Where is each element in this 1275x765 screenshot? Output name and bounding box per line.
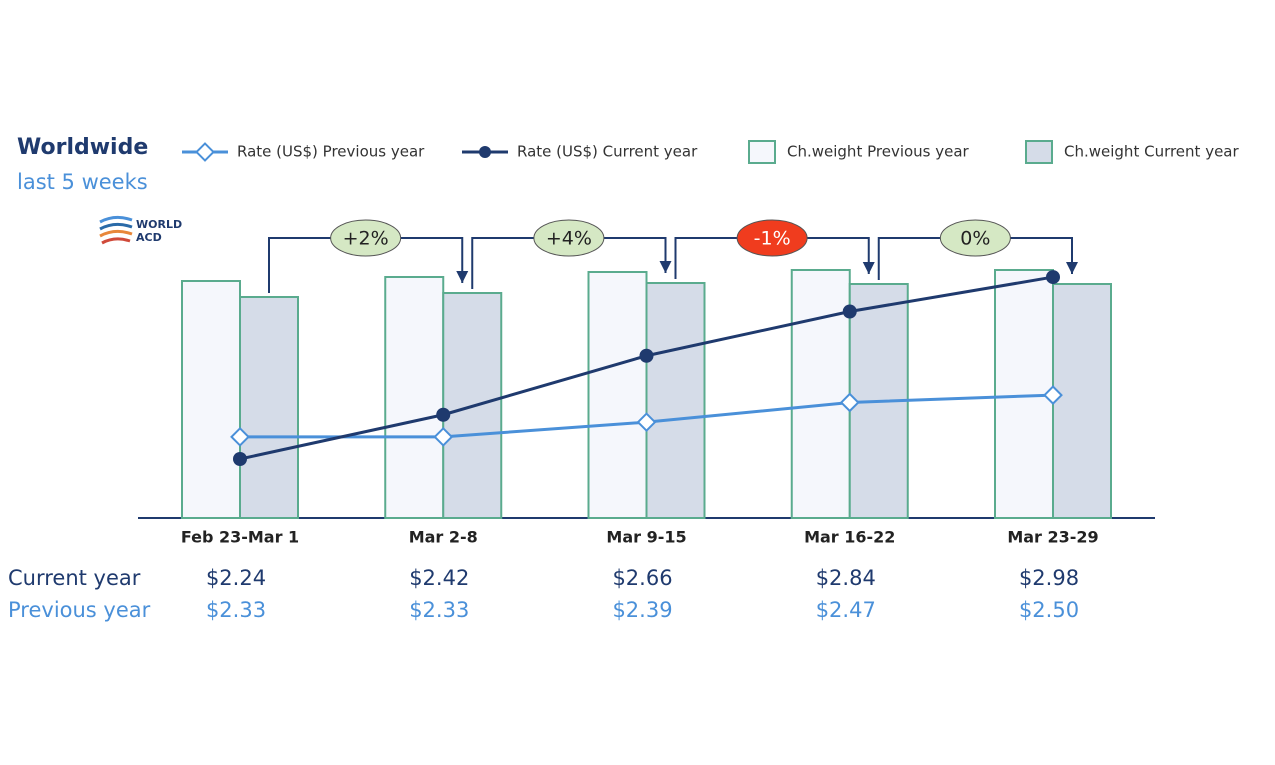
chart-subtitle: last 5 weeks	[17, 170, 148, 194]
change-label: +4%	[546, 228, 592, 250]
change-badge	[939, 219, 1011, 257]
change-badge	[330, 219, 402, 257]
change-arrow	[1066, 262, 1078, 274]
marker	[842, 304, 857, 319]
legend-label: Ch.weight Current year	[1064, 143, 1239, 161]
table-value: $2.84	[816, 566, 876, 590]
marker	[1046, 270, 1060, 285]
change-label: 0%	[960, 228, 990, 250]
logo-text: WORLD	[136, 218, 182, 231]
x-tick-label: Mar 2-8	[409, 528, 478, 547]
table-value: $2.24	[206, 566, 266, 590]
change-badge	[736, 219, 808, 257]
change-label: -1%	[754, 228, 791, 250]
logo: WORLD ACD	[99, 215, 182, 245]
table-value: $2.42	[409, 566, 469, 590]
change-badge	[533, 219, 605, 257]
table-row-label: Previous year	[8, 598, 151, 622]
table-value: $2.50	[1019, 598, 1079, 622]
table-row-label: Current year	[8, 566, 141, 590]
change-label: +2%	[343, 228, 389, 250]
logo-text: ACD	[136, 231, 162, 244]
chart-title: Worldwide	[17, 135, 148, 160]
table-value: $2.47	[816, 598, 876, 622]
change-arrow	[659, 261, 672, 273]
table-value: $2.66	[612, 566, 672, 590]
x-tick-label: Mar 16-22	[804, 528, 895, 547]
bar	[645, 282, 706, 519]
table-value: $2.33	[206, 598, 266, 622]
marker	[436, 407, 451, 422]
legend-swatch	[748, 140, 776, 164]
marker	[233, 452, 247, 466]
legend-marker	[195, 142, 215, 162]
legend-marker	[479, 146, 491, 158]
marker	[230, 426, 250, 447]
marker	[636, 412, 657, 433]
bar	[239, 296, 299, 519]
legend-label: Rate (US$) Previous year	[237, 143, 425, 161]
change-arrow	[862, 262, 875, 274]
bar	[384, 276, 445, 519]
table-value: $2.98	[1019, 566, 1079, 590]
bar	[181, 280, 241, 519]
bar	[587, 271, 648, 519]
x-tick-label: Mar 9-15	[606, 528, 686, 547]
bar	[790, 269, 851, 519]
legend-swatch	[1025, 140, 1053, 164]
change-arrow	[456, 271, 469, 283]
bar	[1052, 283, 1112, 519]
legend-label: Ch.weight Previous year	[787, 143, 970, 161]
table-value: $2.39	[612, 598, 672, 622]
marker	[639, 348, 654, 363]
x-tick-label: Feb 23-Mar 1	[181, 528, 299, 547]
legend-label: Rate (US$) Current year	[517, 143, 698, 161]
table-value: $2.33	[409, 598, 469, 622]
marker	[839, 392, 860, 413]
marker	[433, 426, 454, 447]
x-tick-label: Mar 23-29	[1007, 528, 1098, 547]
marker	[1043, 385, 1063, 405]
